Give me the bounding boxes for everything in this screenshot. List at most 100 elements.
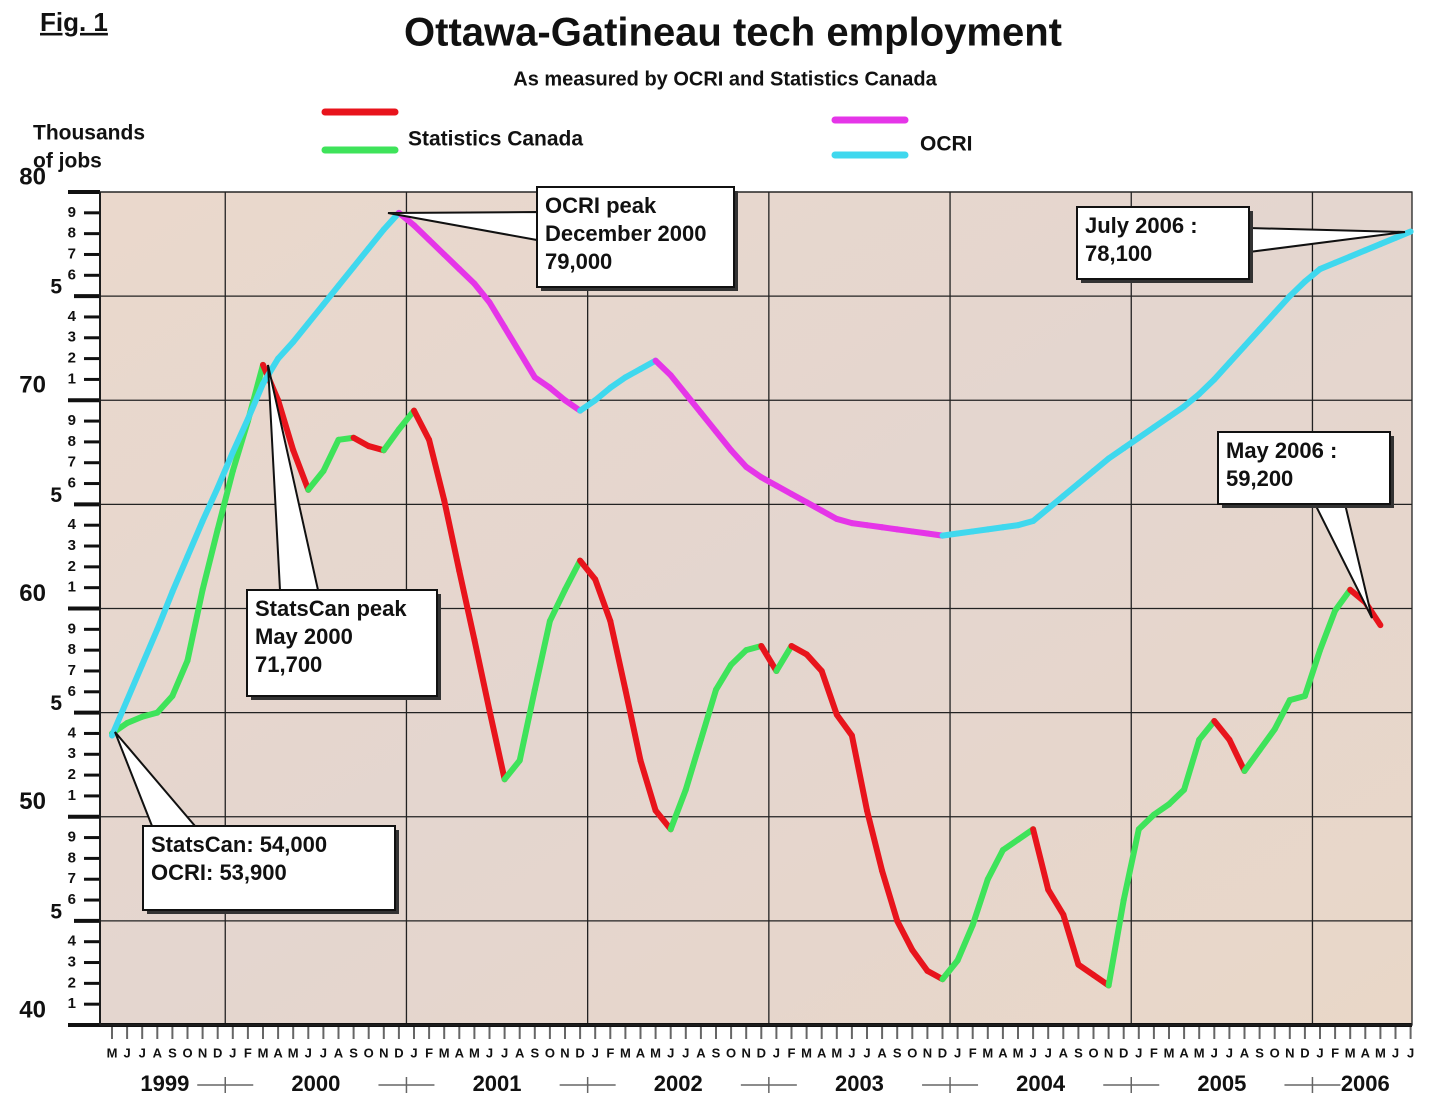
x-tick-label: D	[394, 1045, 403, 1060]
line-segment	[1105, 897, 1127, 989]
chart-subtitle: As measured by OCRI and Statistics Canad…	[513, 68, 937, 90]
line-segment	[1090, 455, 1112, 475]
line-segment	[426, 436, 448, 504]
x-tick-label: J	[486, 1045, 493, 1060]
line-segment	[546, 586, 568, 624]
y-tick-label: 1	[68, 370, 76, 387]
line-segment	[1271, 697, 1293, 733]
callout-text: OCRI: 53,900	[151, 860, 287, 885]
y-tick-label: 3	[68, 537, 76, 554]
line-segment	[758, 642, 780, 674]
line-segment	[169, 657, 191, 699]
line-segment	[1196, 376, 1218, 398]
y-tick-label: 1	[68, 579, 76, 596]
y-tick-label: 80	[19, 163, 46, 190]
x-tick-label: N	[742, 1045, 751, 1060]
line-segment	[154, 588, 176, 633]
callout-text: July 2006 :	[1085, 213, 1198, 238]
x-tick-label: F	[969, 1045, 977, 1060]
x-tick-label: F	[244, 1045, 252, 1060]
line-segment	[577, 557, 599, 583]
line-segment	[199, 526, 221, 593]
y-tick-label: 9	[68, 204, 76, 221]
x-tick-label: N	[1104, 1045, 1113, 1060]
x-tick-label: M	[831, 1045, 842, 1060]
callout-box	[1076, 206, 1250, 280]
line-segment	[441, 251, 463, 273]
y-tick-label: 7	[68, 245, 76, 262]
line-segment	[501, 757, 523, 783]
x-tick-label: M	[620, 1045, 631, 1060]
x-tick-label: A	[334, 1045, 344, 1060]
x-tick-label: A	[998, 1045, 1008, 1060]
y-tick-label: 4	[68, 933, 77, 950]
x-tick-label: A	[273, 1045, 283, 1060]
line-segment	[818, 667, 840, 718]
x-tick-label: J	[305, 1045, 312, 1060]
line-segment	[1075, 468, 1097, 487]
line-segment	[1120, 826, 1142, 904]
line-segment	[244, 380, 266, 422]
y-tick-label: 40	[19, 996, 46, 1023]
line-segment	[954, 922, 976, 964]
y-tick-label: 9	[68, 620, 76, 637]
year-label: 2006	[1341, 1071, 1390, 1096]
line-segment	[516, 349, 538, 381]
y-axis-label: of jobs	[33, 150, 102, 173]
x-tick-label: A	[877, 1045, 887, 1060]
y-tick-label: 9	[68, 412, 76, 429]
y-tick-label: 50	[19, 788, 46, 815]
x-tick-label: J	[410, 1045, 417, 1060]
year-label: 2001	[473, 1071, 522, 1096]
line-segment	[713, 428, 735, 454]
line-segment	[652, 807, 674, 833]
callout-text: May 2000	[255, 624, 353, 649]
year-label: 1999	[140, 1071, 189, 1096]
line-segment	[848, 732, 870, 814]
x-tick-label: J	[1029, 1045, 1036, 1060]
line-segment	[1045, 493, 1067, 512]
x-tick-label: D	[213, 1045, 222, 1060]
line-segment	[697, 686, 719, 743]
line-segment	[1271, 293, 1293, 316]
line-segment	[1181, 391, 1203, 410]
callout-box	[536, 186, 735, 288]
callout-text: 79,000	[545, 249, 612, 274]
line-segment	[939, 957, 961, 983]
line-segment	[607, 374, 629, 391]
line-segment	[562, 557, 584, 593]
x-tick-label: M	[1194, 1045, 1205, 1060]
y-tick-label: 70	[19, 372, 46, 399]
line-segment	[1060, 480, 1082, 500]
x-tick-label: M	[1375, 1045, 1386, 1060]
line-segment	[260, 355, 282, 387]
x-tick-label: N	[560, 1045, 569, 1060]
line-segment	[1045, 886, 1067, 918]
x-tick-label: J	[229, 1045, 236, 1060]
line-segment	[833, 711, 855, 739]
line-segment	[1241, 326, 1263, 350]
x-tick-label: J	[682, 1045, 689, 1060]
line-segment	[999, 836, 1021, 854]
line-segment	[909, 947, 931, 974]
x-tick-label: J	[773, 1045, 780, 1060]
x-tick-label: O	[1270, 1045, 1280, 1060]
year-label: 2003	[835, 1071, 884, 1096]
x-tick-label: S	[168, 1045, 177, 1060]
plot-border	[99, 191, 1413, 1026]
y-tick-label: 7	[68, 870, 76, 887]
callout-text: StatsCan peak	[255, 596, 407, 621]
y-tick-label: 9	[68, 829, 76, 846]
y-tick-label: 1	[68, 787, 76, 804]
x-tick-label: A	[1179, 1045, 1189, 1060]
y-tick-label: 6	[68, 475, 76, 492]
line-segment	[275, 397, 297, 454]
x-tick-label: A	[1361, 1045, 1371, 1060]
year-label: 2002	[654, 1071, 703, 1096]
y-tick-label: 8	[68, 433, 76, 450]
x-tick-label: J	[592, 1045, 599, 1060]
line-segment	[426, 236, 448, 258]
y-tick-label: 2	[68, 558, 76, 575]
line-segment	[652, 357, 674, 379]
x-tick-label: S	[530, 1045, 539, 1060]
